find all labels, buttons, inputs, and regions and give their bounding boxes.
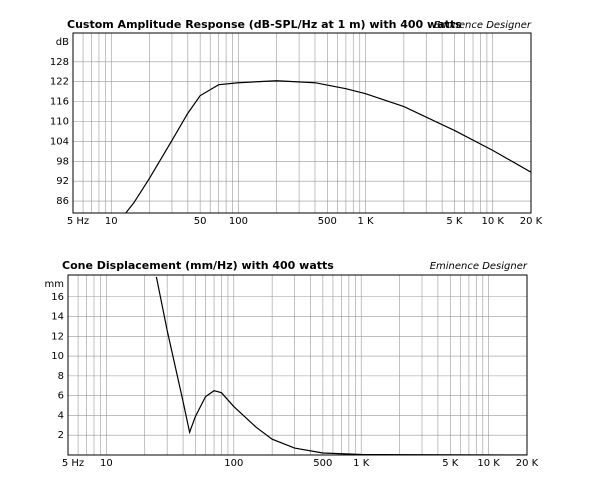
y-unit: mm (45, 279, 64, 290)
y-tick-label: 104 (50, 136, 69, 147)
y-tick-label: 14 (51, 312, 64, 323)
x-tick-label: 10 (100, 458, 113, 469)
x-tick-label: 20 K (516, 458, 539, 469)
y-tick-label: 6 (58, 391, 64, 402)
x-tick-label: 100 (224, 458, 243, 469)
x-tick-label: 10 (105, 216, 118, 227)
chart: Cone Displacement (mm/Hz) with 400 watts… (45, 259, 539, 469)
x-tick-label: 5 Hz (62, 458, 84, 469)
y-tick-label: 98 (56, 156, 69, 167)
y-tick-label: 128 (50, 57, 69, 68)
x-tick-label: 1 K (358, 216, 375, 227)
y-tick-label: 8 (58, 371, 64, 382)
x-tick-label: 500 (313, 458, 332, 469)
chart: Custom Amplitude Response (dB-SPL/Hz at … (50, 18, 543, 227)
x-tick-label: 10 K (477, 458, 500, 469)
chart-title: Custom Amplitude Response (dB-SPL/Hz at … (67, 18, 462, 31)
y-tick-label: 92 (56, 176, 69, 187)
y-tick-label: 86 (56, 196, 69, 207)
chart-subtitle: Eminence Designer (434, 20, 532, 31)
y-tick-label: 110 (50, 117, 69, 128)
x-tick-label: 5 Hz (67, 216, 89, 227)
y-tick-label: 4 (58, 410, 64, 421)
x-tick-label: 5 K (446, 216, 463, 227)
chart-subtitle: Eminence Designer (430, 261, 528, 272)
y-tick-label: 12 (51, 331, 64, 342)
x-tick-label: 10 K (481, 216, 504, 227)
x-tick-label: 20 K (520, 216, 543, 227)
y-tick-label: 122 (50, 77, 69, 88)
y-tick-label: 16 (51, 292, 64, 303)
y-tick-label: 10 (51, 351, 64, 362)
x-tick-label: 500 (318, 216, 337, 227)
x-tick-label: 1 K (353, 458, 370, 469)
plot-frame (72, 32, 532, 214)
y-tick-label: 116 (50, 97, 69, 108)
x-tick-label: 100 (229, 216, 248, 227)
data-line (155, 276, 527, 455)
data-line (125, 80, 531, 213)
x-tick-label: 50 (194, 216, 207, 227)
chart-title: Cone Displacement (mm/Hz) with 400 watts (62, 259, 334, 272)
x-tick-label: 5 K (442, 458, 459, 469)
plot-frame (67, 274, 528, 456)
y-tick-label: 2 (58, 430, 64, 441)
y-unit: dB (56, 37, 69, 48)
